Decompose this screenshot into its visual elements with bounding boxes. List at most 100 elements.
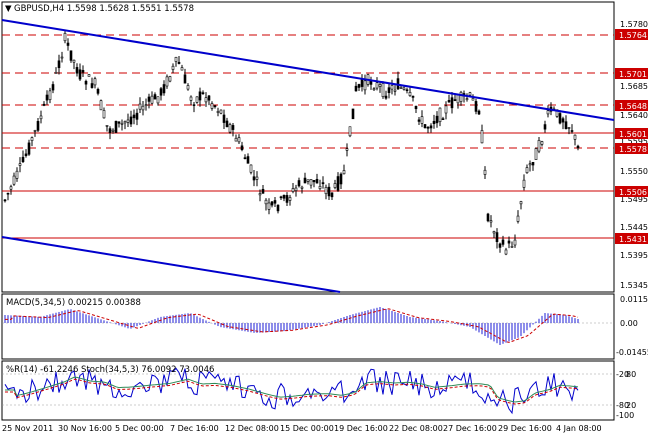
candle-body: [33, 130, 37, 132]
candle-body: [153, 94, 157, 100]
price-tick: 1.5595: [620, 137, 648, 146]
candle-body: [339, 173, 343, 185]
candle-body: [564, 121, 568, 130]
time-label: 30 Nov 16:00: [58, 424, 112, 433]
price-candles: [3, 31, 580, 256]
candle-body: [9, 186, 13, 190]
candle-body: [342, 170, 346, 175]
candle-body: [42, 103, 46, 106]
candle-body: [321, 182, 325, 185]
macd-panel-frame: [1, 293, 615, 360]
level-tag: 1.5764: [619, 31, 647, 40]
candle-body: [282, 194, 286, 199]
candle-body: [135, 112, 139, 120]
price-panel-frame: [1, 1, 615, 293]
macd-indicator: [2, 307, 614, 345]
candle-body: [114, 120, 118, 133]
candle-body: [126, 119, 130, 123]
candle-body: [210, 103, 214, 109]
level-tag-bg: [615, 100, 648, 111]
candle-body: [285, 195, 289, 203]
candle-body: [357, 84, 361, 88]
candle-body: [348, 126, 352, 137]
candle-body: [330, 192, 334, 198]
price-tick: 1.5780: [620, 20, 648, 29]
candle-body: [435, 115, 439, 124]
candle-body: [411, 95, 415, 98]
candle-body: [519, 201, 523, 205]
candle-body: [213, 105, 217, 108]
level-tag: 1.5648: [619, 102, 647, 111]
candle-body: [258, 193, 262, 196]
candle-body: [495, 232, 499, 243]
candle-body: [483, 169, 487, 175]
candle-body: [312, 180, 316, 183]
candle-body: [459, 91, 463, 102]
candle-body: [429, 125, 433, 129]
candle-body: [129, 116, 133, 125]
candle-body: [66, 42, 70, 46]
level-tags: 1.5764 1.5701 1.5648 1.5601 1.5578 1.550…: [615, 29, 648, 244]
upper-trendline[interactable]: [1, 19, 615, 121]
candle-body: [456, 94, 460, 104]
candle-body: [186, 85, 190, 90]
collapse-arrow-icon[interactable]: ▼: [5, 4, 12, 14]
candle-body: [375, 82, 379, 89]
trend-channel: [1, 19, 615, 293]
candle-body: [405, 89, 409, 92]
candle-body: [303, 177, 307, 184]
candle-body: [408, 92, 412, 96]
candle-body: [423, 124, 427, 129]
candle-body: [246, 156, 250, 164]
candle-body: [189, 96, 193, 101]
osc-tick: 20: [626, 401, 636, 410]
candle-body: [243, 157, 247, 160]
candle-body: [165, 76, 169, 87]
candle-body: [45, 94, 49, 101]
candle-body: [39, 115, 43, 120]
candle-body: [540, 141, 544, 145]
time-axis: 25 Nov 2011 30 Nov 16:00 5 Dec 00:00 7 D…: [2, 424, 602, 433]
candle-body: [288, 197, 292, 201]
candle-body: [24, 153, 28, 157]
candle-body: [195, 96, 199, 103]
candle-body: [558, 113, 562, 124]
candle-body: [252, 176, 256, 181]
level-tag-bg: [615, 233, 648, 244]
candle-body: [567, 127, 571, 129]
level-tag-bg: [615, 68, 648, 79]
candle-body: [93, 78, 97, 86]
osc-tick: -20: [616, 370, 629, 379]
candle-body: [528, 163, 532, 166]
candle-body: [192, 104, 196, 106]
candle-body: [345, 148, 349, 151]
candle-body: [72, 59, 76, 63]
candle-body: [480, 130, 484, 144]
candle-body: [228, 124, 232, 133]
candle-body: [561, 118, 565, 123]
candle-body: [390, 85, 394, 90]
candle-body: [21, 156, 25, 163]
macd-tick: 0.01155: [620, 295, 648, 304]
candle-body: [150, 95, 154, 104]
candle-body: [510, 246, 514, 248]
candle-body: [198, 91, 202, 101]
candle-body: [294, 187, 298, 191]
candle-body: [279, 196, 283, 199]
candle-body: [171, 65, 175, 70]
lower-trendline[interactable]: [1, 236, 341, 293]
candle-body: [108, 128, 112, 133]
candle-body: [471, 98, 475, 101]
candle-body: [363, 80, 367, 91]
candle-body: [447, 100, 451, 103]
time-label: 27 Dec 16:00: [443, 424, 497, 433]
oscillator-panel-frame: [1, 360, 615, 421]
macd-tick: 0.00: [620, 319, 638, 328]
time-label: 25 Nov 2011: [2, 424, 53, 433]
candle-body: [237, 137, 241, 143]
candle-body: [123, 121, 127, 124]
price-tick: 1.5395: [620, 251, 648, 260]
candle-body: [381, 83, 385, 97]
